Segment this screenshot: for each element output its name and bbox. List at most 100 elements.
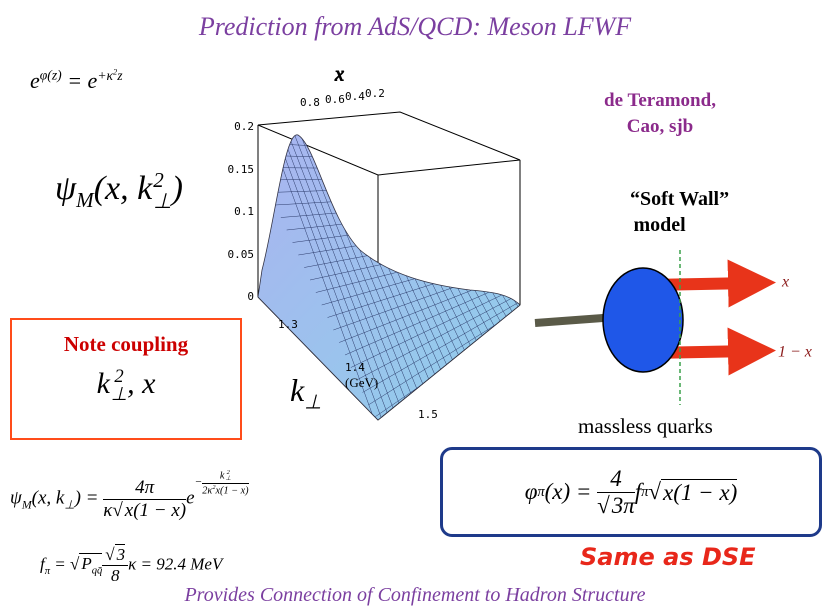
- den: κ√ x(1 − x): [103, 498, 187, 522]
- pion-da: φ π (x) = 4 √3π f π √ x(1 − x): [440, 447, 822, 537]
- t: = e: [61, 67, 98, 93]
- t: ⊥: [153, 189, 172, 214]
- t: 2: [153, 168, 164, 193]
- t: ⊥: [304, 391, 322, 414]
- t: κ = 92.4 MeV: [128, 554, 223, 574]
- t: (x) =: [544, 479, 592, 504]
- note-formula: k 2 ⊥, x: [12, 367, 240, 405]
- sup: +κ2z: [97, 66, 123, 83]
- x-axis-label: x: [334, 64, 344, 86]
- z-tick-label: 0: [247, 290, 254, 303]
- den: 2κ2x(1 − x): [202, 484, 248, 496]
- caption: massless quarks: [578, 414, 713, 438]
- t: f: [40, 554, 45, 574]
- rad: Pqq̄: [79, 553, 103, 577]
- z-tick-label: 0.05: [228, 248, 255, 261]
- t: “Soft Wall”: [630, 188, 730, 210]
- t: k: [219, 470, 225, 482]
- t: κ: [103, 499, 113, 521]
- t: π: [537, 483, 545, 500]
- num: k 2 ⊥: [202, 469, 249, 484]
- mesh-line: [258, 134, 520, 151]
- num: √ 3: [102, 544, 129, 566]
- t: e: [186, 487, 195, 509]
- t: π: [44, 565, 51, 577]
- t: x(1 − x): [660, 478, 738, 505]
- t: ψ: [55, 170, 77, 207]
- t: π: [641, 483, 649, 500]
- t: (x, k: [31, 487, 65, 509]
- psi-label: ψM(x, k 2 ⊥): [55, 170, 183, 213]
- t: 2: [113, 66, 118, 76]
- t: √: [105, 545, 115, 564]
- ss: 2 ⊥: [225, 469, 231, 483]
- t: =: [50, 554, 70, 574]
- frac: 4 √3π: [597, 466, 635, 519]
- meson: [602, 267, 684, 373]
- den: √3π: [597, 491, 635, 519]
- quark-label: x: [781, 274, 789, 291]
- plot-box: [257, 111, 521, 421]
- note-box: Note coupling k 2 ⊥, x: [10, 318, 242, 440]
- t: ⊥: [225, 475, 231, 483]
- t: model: [633, 214, 686, 236]
- t: M: [76, 187, 94, 212]
- lfwf: ψM(x, k⊥) = 4π κ√ x(1 − x) e− k 2 ⊥ 2κ2x(1 − x): [10, 469, 249, 522]
- t: √: [112, 499, 123, 521]
- t: ) =: [74, 487, 99, 509]
- note-title: Note coupling: [63, 332, 189, 356]
- same-as-dse: Same as DSE: [580, 543, 756, 571]
- t: ⊥: [64, 498, 75, 512]
- t: M: [21, 498, 32, 512]
- t: 8: [110, 566, 120, 585]
- connector: [534, 314, 604, 327]
- t: x(1 − x): [215, 485, 249, 497]
- ss: 2 ⊥: [153, 170, 171, 212]
- z-tick-label: 0.1: [234, 205, 254, 218]
- t: z: [117, 67, 123, 83]
- title: Prediction from AdS/QCD: Meson LFWF: [198, 12, 632, 41]
- author: de Teramond,: [604, 90, 716, 111]
- t: x(1 − x): [122, 498, 187, 521]
- x-tick-label: 0.8: [300, 96, 320, 109]
- t: k: [290, 372, 305, 408]
- mesh-line: [356, 283, 520, 381]
- t: P: [81, 554, 92, 574]
- t: 2: [212, 483, 216, 491]
- k-unit: (GeV): [345, 375, 378, 390]
- surface-shape: [257, 134, 521, 421]
- t: qq̄: [91, 565, 103, 577]
- t: φ: [524, 479, 538, 504]
- t: f: [634, 479, 642, 504]
- t: +κ: [97, 67, 114, 83]
- t: π: [623, 492, 635, 518]
- t: √: [648, 479, 661, 504]
- t: 2κ: [202, 485, 213, 497]
- x-tick-label: 0.6: [325, 93, 345, 106]
- k-tick-label: 1.5: [418, 408, 438, 421]
- frac: √ 3 8: [102, 544, 129, 586]
- t: ψ: [10, 487, 22, 509]
- t: 4π: [103, 477, 187, 500]
- t: (x, k: [93, 170, 153, 207]
- exp: − k 2 ⊥ 2κ2x(1 − x): [194, 469, 249, 496]
- mesh-line: [281, 134, 402, 411]
- z-tick-label: 0.2: [234, 120, 254, 133]
- mesh-line: [269, 134, 391, 420]
- t: k: [96, 367, 110, 400]
- fpi: fπ = √ Pqq̄ √ 3 8 κ = 92.4 MeV: [40, 544, 223, 586]
- k-tick-label: 1.3: [278, 318, 298, 331]
- footer: Provides Connection of Confinement to Ha…: [184, 584, 646, 606]
- authors: de Teramond, Cao, sjb: [580, 88, 740, 140]
- mesh-line: [287, 134, 408, 406]
- x-tick-label: 0.4: [345, 90, 365, 103]
- t: −: [194, 476, 203, 489]
- t: e: [30, 67, 40, 93]
- z-tick-label: 0.15: [228, 163, 255, 176]
- t: , x: [127, 367, 156, 400]
- t: 2: [226, 469, 230, 476]
- ss: 2 ⊥: [111, 367, 127, 405]
